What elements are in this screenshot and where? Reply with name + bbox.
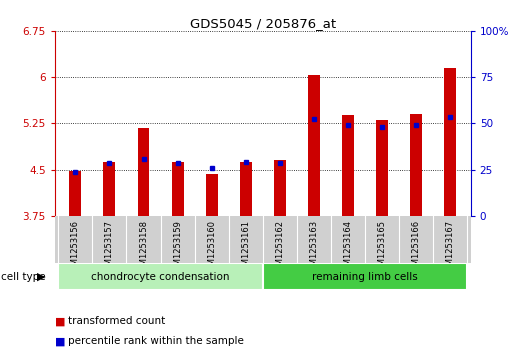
- Text: GSM1253167: GSM1253167: [446, 220, 455, 276]
- Bar: [274, 160, 286, 216]
- Bar: [240, 162, 252, 216]
- Text: GSM1253165: GSM1253165: [378, 220, 386, 276]
- Text: GSM1253158: GSM1253158: [139, 220, 148, 276]
- Text: ▶: ▶: [37, 272, 45, 282]
- Text: ■: ■: [55, 336, 65, 346]
- Bar: [104, 162, 116, 216]
- Text: GSM1253162: GSM1253162: [275, 220, 285, 276]
- Bar: [138, 128, 150, 216]
- Text: cell type: cell type: [1, 272, 46, 282]
- Text: GSM1253157: GSM1253157: [105, 220, 114, 276]
- Text: GSM1253163: GSM1253163: [310, 220, 319, 276]
- Text: transformed count: transformed count: [68, 316, 165, 326]
- Text: chondrocyte condensation: chondrocyte condensation: [92, 272, 230, 282]
- Text: GSM1253159: GSM1253159: [173, 220, 182, 276]
- Bar: [59, 263, 263, 290]
- Bar: [70, 171, 82, 216]
- Bar: [410, 114, 422, 216]
- Title: GDS5045 / 205876_at: GDS5045 / 205876_at: [190, 17, 336, 30]
- Bar: [376, 120, 388, 216]
- Text: percentile rank within the sample: percentile rank within the sample: [68, 336, 244, 346]
- Bar: [263, 263, 467, 290]
- Text: GSM1253156: GSM1253156: [71, 220, 80, 276]
- Text: GSM1253164: GSM1253164: [344, 220, 353, 276]
- Bar: [444, 68, 456, 216]
- Bar: [308, 75, 320, 216]
- Text: GSM1253166: GSM1253166: [412, 220, 420, 276]
- Text: GSM1253161: GSM1253161: [241, 220, 251, 276]
- Bar: [172, 162, 184, 216]
- Bar: [206, 174, 218, 216]
- Text: GSM1253160: GSM1253160: [207, 220, 216, 276]
- Bar: [342, 115, 354, 216]
- Text: remaining limb cells: remaining limb cells: [312, 272, 418, 282]
- Text: ■: ■: [55, 316, 65, 326]
